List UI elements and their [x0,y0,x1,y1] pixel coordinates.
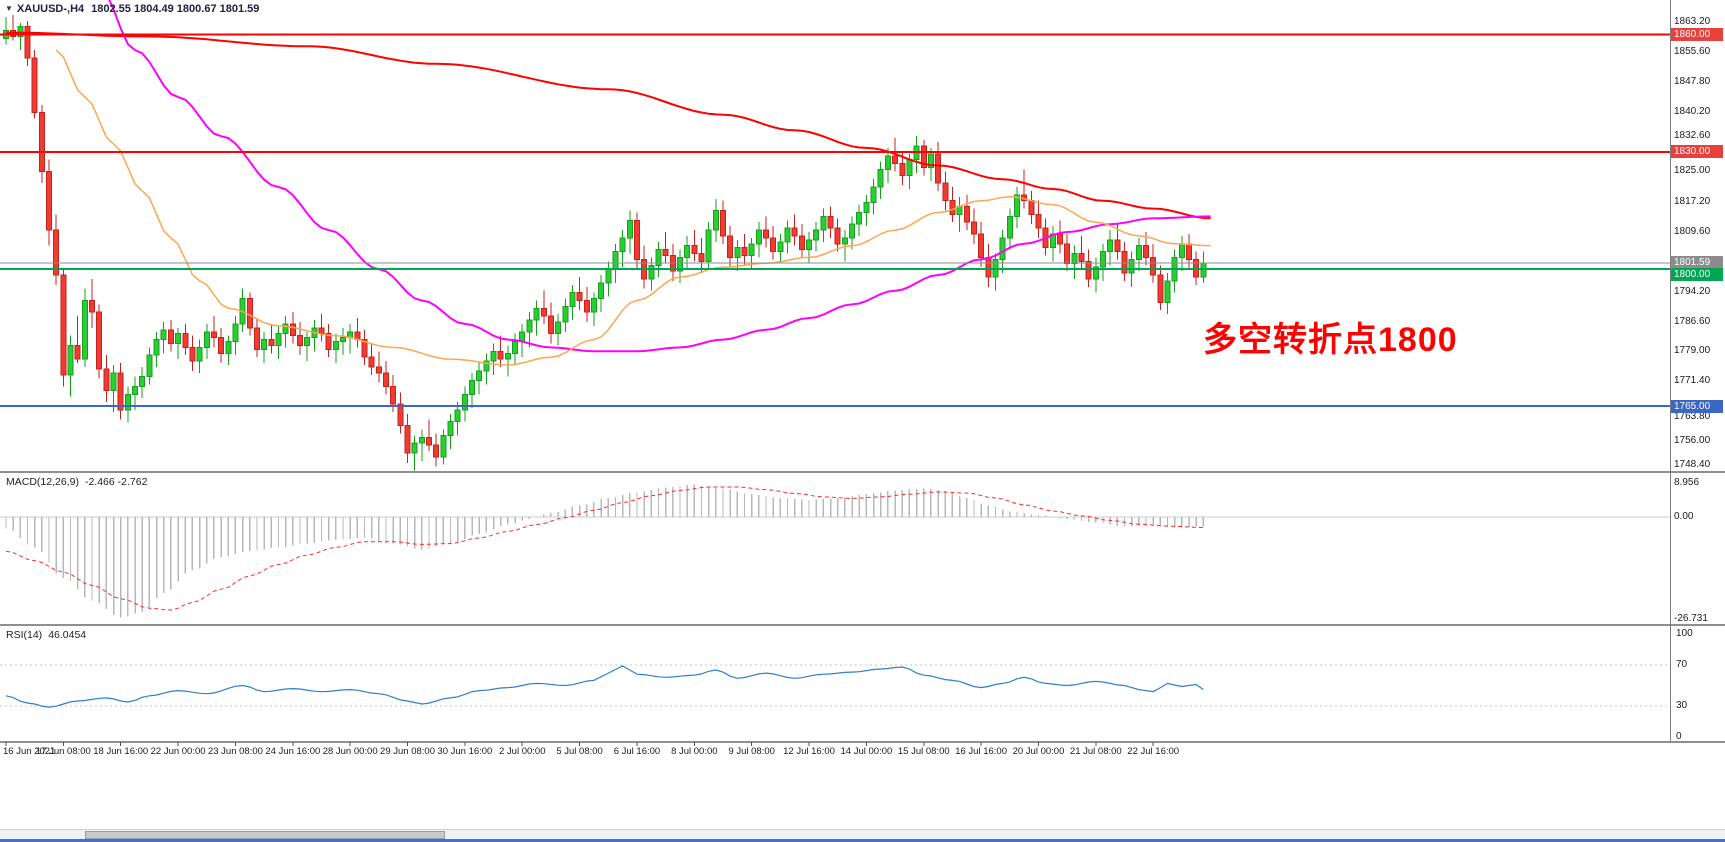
time-axis-label: 22 Jul 16:00 [1127,746,1180,757]
time-axis-label: 21 Jul 08:00 [1069,746,1122,757]
price-tick-label: 1786.60 [1674,315,1711,327]
time-axis-label: 23 Jun 08:00 [207,746,263,757]
price-tick-label: 1748.40 [1674,459,1711,470]
horizontal-scrollbar[interactable] [0,829,1725,839]
price-badge-pivot-1800: 1800.00 [1671,268,1723,282]
rsi-label-name: RSI(14) [6,629,43,641]
rsi-label-value: 46.0454 [48,629,87,641]
time-axis-label: 28 Jun 00:00 [322,746,378,757]
macd-histogram [5,484,1205,618]
rsi-axis-label: 100 [1676,628,1693,639]
macd-signal-line [5,486,1204,611]
time-axis-label: 9 Jul 08:00 [728,746,775,757]
price-badge-resistance-1860: 1860.00 [1671,28,1723,41]
rsi-indicator-label: RSI(14) 46.0454 [6,629,86,641]
rsi-axis-label: 70 [1676,658,1688,670]
time-axis-label: 2 Jul 00:00 [498,746,546,757]
macd-indicator-label: MACD(12,26,9) -2.466 -2.762 [6,476,147,488]
price-tick-label: 1756.00 [1674,435,1711,447]
time-axis-label: 30 Jun 16:00 [437,746,493,757]
ma-slow-red-line [6,31,1211,220]
macd-axis-label: 0.00 [1674,511,1694,522]
chart-title-symbol: XAUUSD-,H4 [16,3,85,15]
time-axis-label: 18 Jun 16:00 [93,746,149,757]
time-axis-label: 8 Jul 00:00 [671,746,718,757]
panel-separators [0,0,1725,743]
price-badge-support-1765: 1765.00 [1671,399,1723,413]
time-axis-label: 22 Jun 00:00 [150,746,206,757]
one-click-trading-toggle-icon[interactable]: ▼ [5,4,13,13]
price-tick-label: 1832.60 [1674,129,1711,141]
rsi-axis-label: 0 [1676,731,1682,742]
chart-title: ▼ XAUUSD-,H4 1802.55 1804.49 1800.67 1801.… [5,3,259,15]
time-axis-label: 15 Jul 08:00 [897,746,950,757]
time-axis-label: 20 Jul 00:00 [1012,746,1065,757]
ma-mid-magenta-line [108,0,1211,353]
price-tick-label: 1779.00 [1674,345,1711,357]
time-axis-label: 17 Jun 08:00 [35,746,91,757]
horizontal-level-lines [0,33,1670,408]
time-axis-label: 14 Jul 00:00 [840,746,893,757]
rsi-axis-label: 30 [1676,700,1688,712]
price-tick-label: 1855.60 [1674,45,1711,57]
chart-annotation-text: 多空转折点1800 [1203,321,1458,359]
time-axis-label: 29 Jun 08:00 [380,746,435,757]
price-tick-label: 1771.40 [1674,375,1711,387]
chart-title-ohlc: 1802.55 1804.49 1800.67 1801.59 [91,3,260,15]
time-axis-label: 24 Jun 16:00 [265,746,321,757]
price-tick-label: 1763.80 [1674,410,1711,422]
time-axis-label: 12 Jul 16:00 [783,746,835,757]
price-tick-label: 1847.80 [1674,76,1711,88]
time-axis-label: 6 Jul 16:00 [613,746,661,757]
price-tick-label: 1809.60 [1674,225,1711,237]
macd-label-name: MACD(12,26,9) [6,476,79,488]
price-badge-current-price: 1801.59 [1671,256,1723,270]
rsi-line [5,665,1204,708]
price-tick-label: 1825.00 [1674,165,1711,177]
macd-axis-label: 8.956 [1674,476,1700,488]
candles-layer [3,14,1207,471]
time-axis-label: 16 Jul 16:00 [955,746,1007,757]
ma-fast-orange-line [55,49,1211,366]
price-tick-label: 1817.20 [1674,195,1711,207]
price-tick-label: 1863.20 [1674,16,1711,27]
scrollbar-thumb[interactable] [85,831,445,839]
price-tick-label: 1840.20 [1674,105,1711,117]
macd-label-values: -2.466 -2.762 [84,476,148,488]
price-badge-resistance-1830: 1830.00 [1671,145,1723,159]
window-bottom-edge [0,839,1725,842]
price-tick-label: 1794.20 [1674,285,1711,297]
macd-axis-label: -26.731 [1674,612,1708,624]
time-axis-label: 16 Jun 2021 [3,746,56,757]
time-axis-label: 5 Jul 08:00 [556,746,603,757]
